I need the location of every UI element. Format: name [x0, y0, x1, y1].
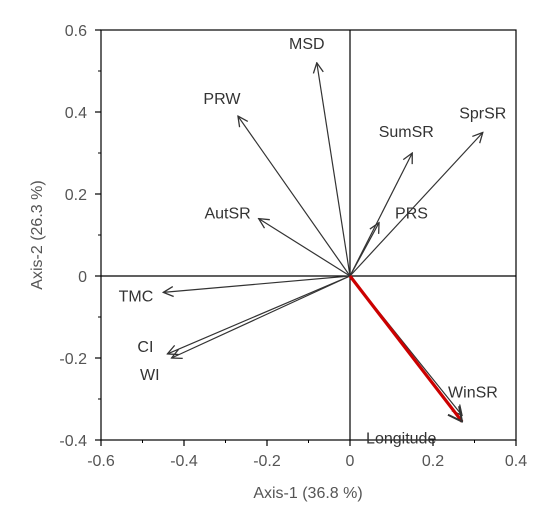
- vector-group: [163, 63, 483, 422]
- x-axis-ticks: -0.6 -0.4 -0.2 0 0.2 0.4: [87, 440, 527, 470]
- x-axis-title: Axis-1 (36.8 %): [253, 485, 362, 502]
- vector-sprsr: [349, 133, 483, 277]
- vector-label-group: MSD PRW SumSR SprSR AutSR PRS TMC CI WI WinSR Long…: [119, 36, 507, 448]
- x-tick-label: 0: [346, 453, 355, 470]
- vector-prs: [349, 223, 379, 277]
- vector-longitude: [348, 275, 462, 422]
- y-axis-ticks: -0.4 -0.2 0 0.2 0.4 0.6: [59, 23, 101, 450]
- y-tick-label: 0.4: [65, 105, 87, 122]
- vector-tmc: [163, 275, 351, 292]
- y-tick-label: 0: [78, 269, 87, 286]
- vector-autsr: [259, 219, 351, 277]
- vector-label-autsr: AutSR: [204, 206, 250, 223]
- y-tick-label: 0.2: [65, 187, 87, 204]
- vector-label-wi: WI: [140, 367, 160, 384]
- vector-label-winsr: WinSR: [448, 384, 498, 401]
- vector-sumsr: [349, 153, 412, 277]
- x-tick-label: -0.6: [87, 453, 115, 470]
- y-tick-label: -0.2: [59, 351, 87, 368]
- vector-label-sprsr: SprSR: [459, 106, 506, 123]
- vector-label-longitude: Longitude: [366, 431, 436, 448]
- vector-label-ci: CI: [137, 339, 153, 356]
- vector-label-tmc: TMC: [119, 288, 154, 305]
- x-tick-label: -0.2: [253, 453, 281, 470]
- vector-label-sumsr: SumSR: [379, 124, 434, 141]
- y-tick-label: 0.6: [65, 23, 87, 40]
- vector-wi: [172, 275, 351, 358]
- vector-prw: [238, 116, 351, 277]
- plot-frame: [100, 29, 517, 441]
- x-tick-label: -0.4: [170, 453, 198, 470]
- x-tick-label: 0.4: [505, 453, 527, 470]
- vector-msd: [317, 63, 351, 277]
- y-tick-label: -0.4: [59, 433, 87, 450]
- vector-label-prs: PRS: [395, 206, 428, 223]
- vector-ci: [167, 275, 351, 354]
- y-axis-title: Axis-2 (26.3 %): [29, 180, 46, 289]
- vector-label-prw: PRW: [203, 91, 241, 108]
- x-tick-label: 0.2: [422, 453, 444, 470]
- vector-label-msd: MSD: [289, 36, 325, 53]
